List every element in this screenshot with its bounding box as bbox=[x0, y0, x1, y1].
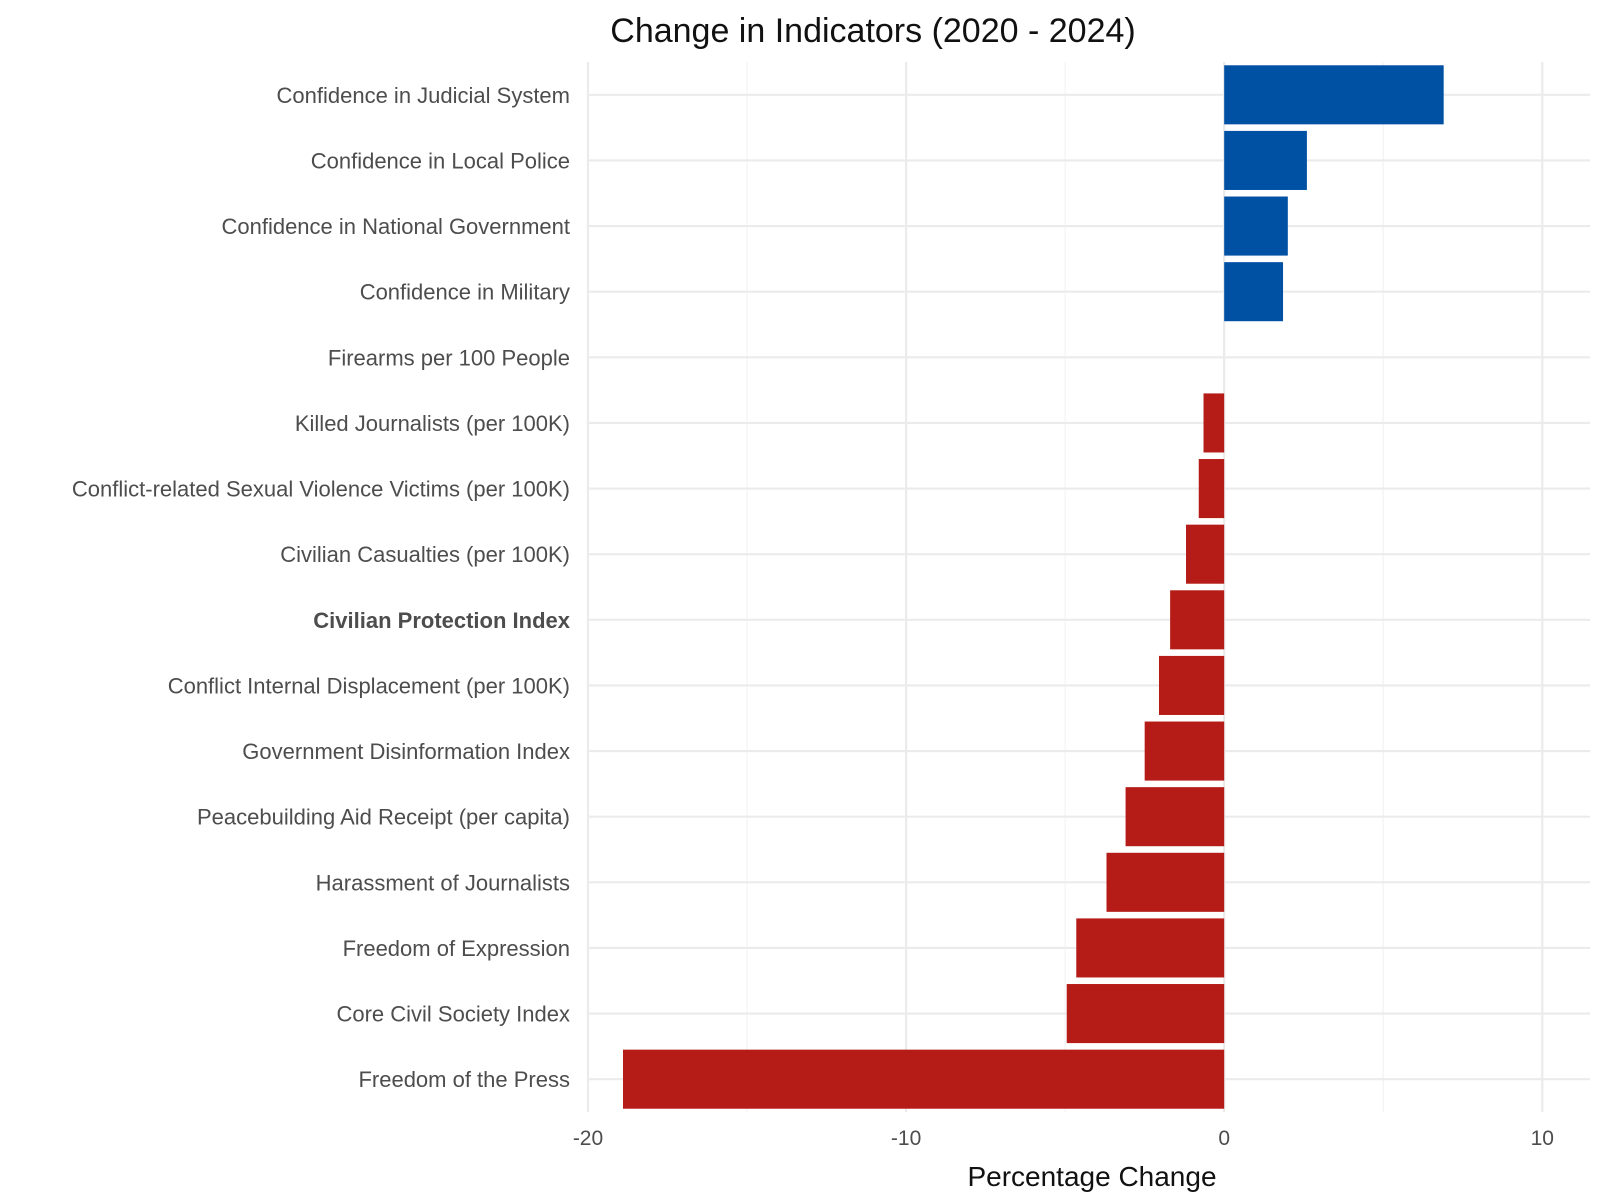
category-label: Confidence in National Government bbox=[221, 214, 570, 239]
x-axis-title: Percentage Change bbox=[967, 1161, 1216, 1192]
bar-7 bbox=[1198, 459, 1225, 519]
bar-16 bbox=[622, 1049, 1225, 1109]
x-tick-labels: -20 -10 0 10 bbox=[573, 1127, 1554, 1150]
x-tick-label: -20 bbox=[573, 1127, 603, 1150]
bar-11 bbox=[1144, 721, 1225, 781]
bar-9 bbox=[1170, 590, 1225, 650]
x-tick-label: -10 bbox=[891, 1127, 921, 1150]
bar-10 bbox=[1158, 655, 1225, 715]
category-label: Core Civil Society Index bbox=[336, 1002, 570, 1027]
category-label: Conflict Internal Displacement (per 100K… bbox=[168, 673, 570, 698]
category-label: Harassment of Journalists bbox=[316, 870, 570, 895]
category-label: Civilian Casualties (per 100K) bbox=[280, 542, 570, 567]
bar-12 bbox=[1125, 787, 1225, 847]
category-labels: Confidence in Judicial System Confidence … bbox=[72, 83, 571, 1092]
chart-title: Change in Indicators (2020 - 2024) bbox=[610, 12, 1135, 50]
category-label: Freedom of the Press bbox=[358, 1067, 570, 1092]
category-label: Peacebuilding Aid Receipt (per capita) bbox=[197, 805, 570, 830]
bar-4 bbox=[1224, 262, 1284, 322]
bar-6 bbox=[1203, 393, 1225, 453]
bar-8 bbox=[1186, 524, 1225, 584]
bar-3 bbox=[1224, 196, 1288, 256]
category-label: Government Disinformation Index bbox=[242, 739, 570, 764]
category-label: Freedom of Expression bbox=[343, 936, 570, 961]
bar-13 bbox=[1106, 852, 1225, 912]
category-label: Civilian Protection Index bbox=[313, 608, 570, 633]
x-tick-label: 10 bbox=[1531, 1127, 1554, 1150]
category-label: Killed Journalists (per 100K) bbox=[295, 411, 570, 436]
bar-layer bbox=[622, 65, 1444, 1109]
bar-15 bbox=[1066, 984, 1225, 1044]
category-label: Confidence in Judicial System bbox=[277, 83, 570, 108]
category-label: Confidence in Military bbox=[360, 280, 570, 305]
bar-2 bbox=[1224, 130, 1307, 190]
bar-14 bbox=[1076, 918, 1225, 978]
category-label: Conflict-related Sexual Violence Victims… bbox=[72, 477, 570, 502]
bar-1 bbox=[1224, 65, 1444, 125]
x-tick-label: 0 bbox=[1218, 1127, 1230, 1150]
category-label: Firearms per 100 People bbox=[328, 345, 570, 370]
category-label: Confidence in Local Police bbox=[311, 148, 570, 173]
